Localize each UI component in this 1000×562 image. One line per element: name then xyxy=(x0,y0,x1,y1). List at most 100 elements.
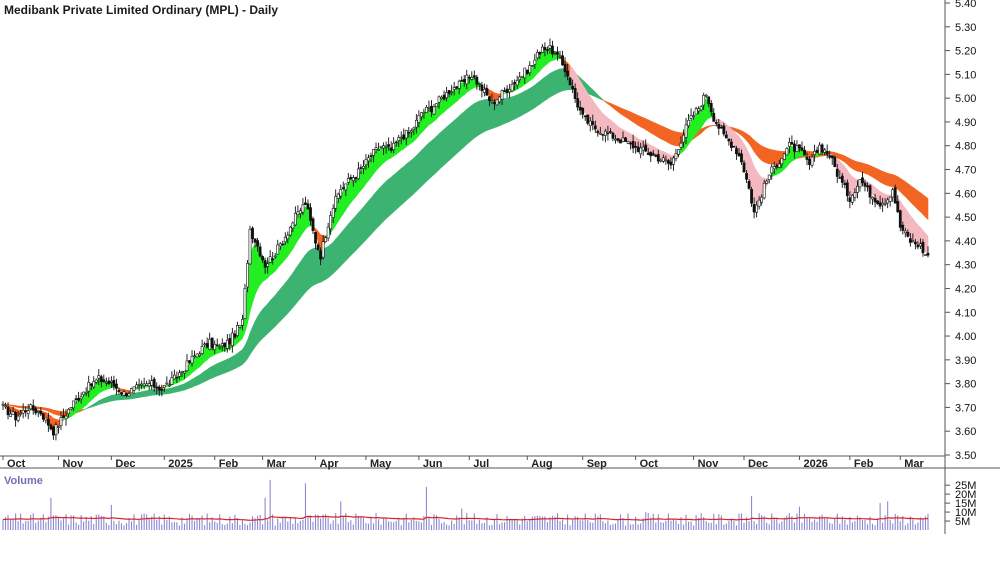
long-term-ma-band-segment xyxy=(242,344,246,366)
candle-body xyxy=(866,185,869,188)
candle-body xyxy=(329,215,333,230)
long-term-ma-band-segment xyxy=(274,291,279,328)
candle-body xyxy=(903,230,907,234)
candle-body xyxy=(515,80,519,86)
long-term-ma-band-segment xyxy=(511,95,515,121)
candle-body xyxy=(102,379,106,383)
long-term-ma-band-segment xyxy=(920,192,924,216)
candle-body xyxy=(571,85,575,90)
candle-body xyxy=(651,153,655,156)
candle-body xyxy=(248,229,252,265)
candle-body xyxy=(480,84,484,91)
x-tick-label: May xyxy=(370,458,392,470)
candle-body xyxy=(397,137,401,141)
long-term-ma-band-segment xyxy=(332,238,336,275)
long-term-ma-band-segment xyxy=(531,84,536,110)
long-term-ma-band-segment xyxy=(842,154,846,163)
candle-body xyxy=(548,45,552,49)
candle-body xyxy=(120,392,123,395)
candle-body xyxy=(447,90,451,95)
y-tick-label: 4.40 xyxy=(955,236,976,248)
candle-body xyxy=(540,46,544,53)
long-term-ma-band-segment xyxy=(620,107,624,116)
long-term-ma-band-segment xyxy=(216,362,221,377)
candle-body xyxy=(913,241,917,245)
volume-tick-label: 25M xyxy=(955,480,976,492)
candle-body xyxy=(460,80,464,82)
long-term-ma-band-segment xyxy=(857,161,861,173)
candle-body xyxy=(417,114,421,123)
long-term-ma-band-segment xyxy=(877,168,881,183)
candle-body xyxy=(901,224,905,231)
candle-body xyxy=(67,409,70,415)
candle-body xyxy=(246,262,249,288)
candle-body xyxy=(92,381,96,388)
candle-body xyxy=(349,177,353,180)
candle-body xyxy=(288,226,292,236)
candle-body xyxy=(825,151,829,155)
long-term-ma-band-segment xyxy=(925,196,929,221)
long-term-ma-band-segment xyxy=(103,396,107,404)
candle-body xyxy=(462,79,466,83)
y-tick-label: 5.40 xyxy=(955,0,976,10)
candle-body xyxy=(236,325,239,336)
candle-body xyxy=(598,132,602,135)
long-term-ma-band-segment xyxy=(484,99,488,133)
candle-body xyxy=(132,386,136,391)
candle-body xyxy=(845,182,849,197)
candle-body xyxy=(735,148,738,155)
candle-body xyxy=(561,55,564,66)
long-term-ma-band-segment xyxy=(196,374,200,386)
long-term-ma-band-segment xyxy=(300,257,304,300)
long-term-ma-band-segment xyxy=(441,128,445,168)
candle-body xyxy=(626,141,630,144)
long-term-ma-band-segment xyxy=(325,246,329,281)
candle-body xyxy=(198,353,201,356)
candle-body xyxy=(74,398,78,400)
long-term-ma-band-segment xyxy=(466,106,470,146)
candle-body xyxy=(72,400,75,409)
long-term-ma-band-segment xyxy=(768,148,773,165)
long-term-ma-band-segment xyxy=(171,386,175,394)
candle-body xyxy=(876,200,879,205)
candle-body xyxy=(639,147,643,155)
candle-body xyxy=(437,96,441,103)
candle-body xyxy=(223,342,227,348)
candle-body xyxy=(634,145,638,148)
candle-body xyxy=(568,77,572,86)
y-tick-label: 4.20 xyxy=(955,283,976,295)
axes: 5.40 5.30 5.20 5.10 5.00 4.90 4.80 4.70 4.60 4.50… xyxy=(0,0,1000,534)
candle-body xyxy=(916,244,920,248)
y-tick-label: 3.90 xyxy=(955,355,976,367)
y-tick-label: 4.50 xyxy=(955,212,976,224)
candle-body xyxy=(556,51,559,55)
long-term-ma-band-segment xyxy=(148,389,153,397)
candle-body xyxy=(419,112,423,118)
candle-body xyxy=(586,114,590,124)
candle-body xyxy=(301,204,305,213)
long-term-ma-band-segment xyxy=(100,397,105,405)
candle-body xyxy=(253,238,257,243)
long-term-ma-band-segment xyxy=(625,109,629,120)
candle-body xyxy=(125,393,128,396)
long-term-ma-band-segment xyxy=(370,194,374,236)
volume-tick-label: 20M xyxy=(955,489,976,501)
candle-body xyxy=(104,381,108,384)
moving-average-bands xyxy=(2,46,929,431)
candle-body xyxy=(661,157,665,162)
long-term-ma-band-segment xyxy=(663,126,667,142)
long-term-ma-band-segment xyxy=(630,111,634,123)
candle-body xyxy=(717,124,721,129)
x-tick-label: Dec xyxy=(748,458,768,470)
long-term-ma-band-segment xyxy=(398,167,402,208)
candle-body xyxy=(629,142,632,145)
long-term-ma-band-segment xyxy=(179,384,183,392)
long-term-ma-band-segment xyxy=(345,223,349,262)
y-tick-label: 3.60 xyxy=(955,426,976,438)
candle-body xyxy=(215,344,219,347)
long-term-ma-band-segment xyxy=(423,144,427,185)
candle-body xyxy=(850,194,854,203)
long-term-ma-band-segment xyxy=(201,370,205,384)
candle-body xyxy=(798,144,801,149)
candle-body xyxy=(243,288,247,319)
